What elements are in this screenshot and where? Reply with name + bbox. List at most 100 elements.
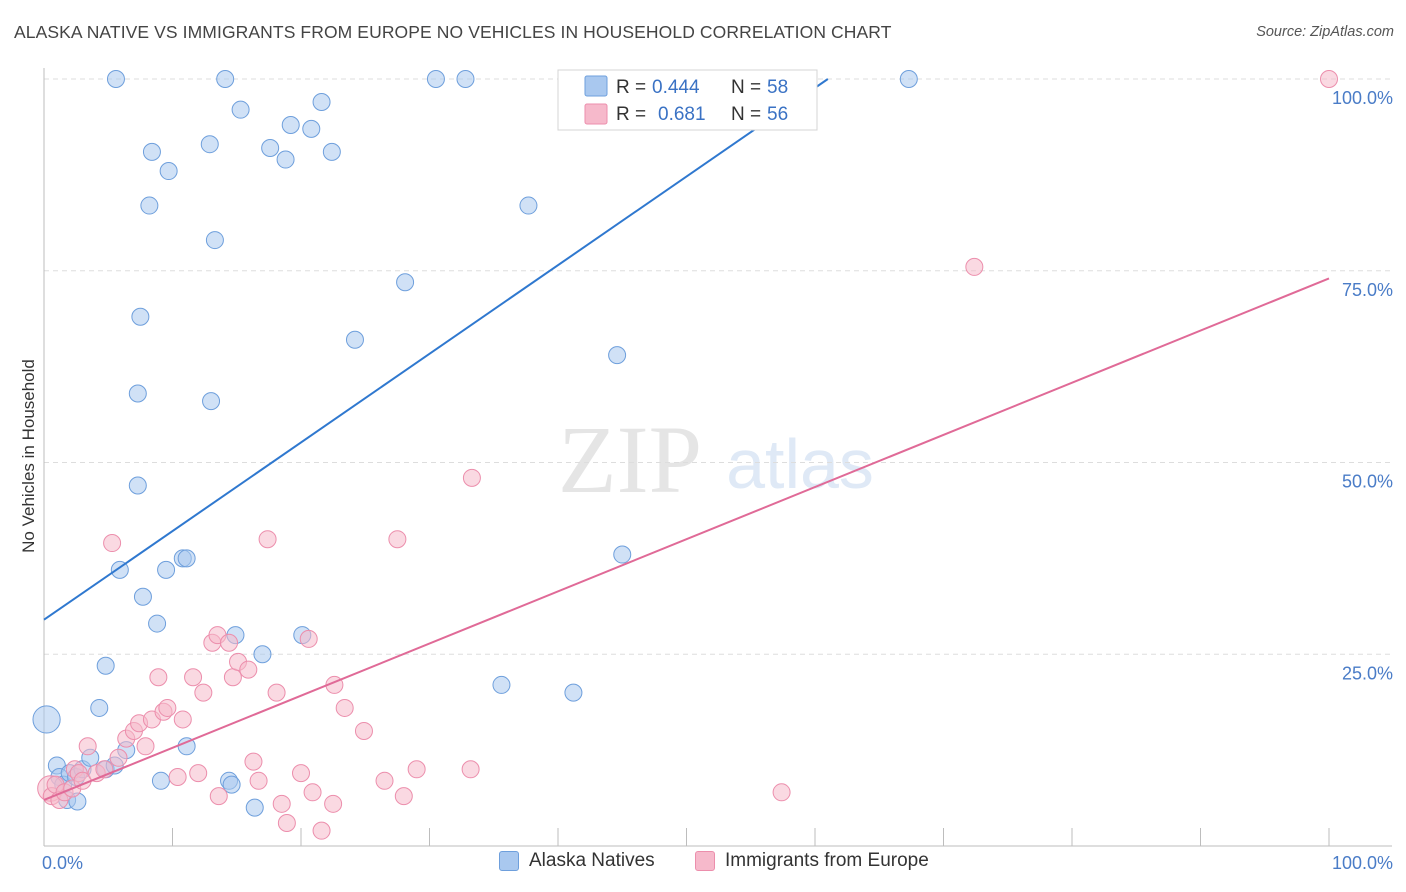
- point-alaska-native: [32, 705, 61, 734]
- point-immigrant-from-europe: [258, 530, 277, 549]
- point-immigrant-from-europe: [209, 787, 228, 806]
- point-alaska-native: [142, 142, 161, 161]
- point-immigrant-from-europe: [136, 737, 155, 756]
- legend-n-value: 58: [767, 77, 788, 98]
- point-alaska-native: [140, 196, 159, 215]
- point-immigrant-from-europe: [272, 794, 291, 813]
- y-tick-label: 25.0%: [1342, 663, 1393, 683]
- legend-n-label: N =: [731, 77, 761, 98]
- point-alaska-native: [202, 392, 221, 411]
- point-alaska-native: [90, 698, 109, 717]
- point-immigrant-from-europe: [109, 748, 128, 767]
- point-immigrant-from-europe: [194, 683, 213, 702]
- trend-line: [43, 277, 1330, 801]
- point-alaska-native: [231, 100, 250, 119]
- point-alaska-native: [205, 231, 224, 250]
- point-alaska-native: [564, 683, 583, 702]
- legend-n-label: N =: [731, 104, 761, 125]
- point-immigrant-from-europe: [965, 257, 984, 276]
- point-immigrant-from-europe: [299, 629, 318, 648]
- point-alaska-native: [253, 645, 272, 664]
- point-immigrant-from-europe: [324, 794, 343, 813]
- point-alaska-native: [613, 545, 632, 564]
- legend-r-label: R =: [616, 104, 646, 125]
- legend-r-value: 0.681: [658, 104, 706, 125]
- point-immigrant-from-europe: [158, 698, 177, 717]
- point-immigrant-from-europe: [303, 783, 322, 802]
- legend-swatch-blue: [584, 75, 608, 97]
- watermark-atlas: atlas: [726, 425, 874, 503]
- point-immigrant-from-europe: [239, 660, 258, 679]
- point-alaska-native: [151, 771, 170, 790]
- point-immigrant-from-europe: [220, 633, 239, 652]
- point-alaska-native: [157, 560, 176, 579]
- point-immigrant-from-europe: [407, 760, 426, 779]
- point-alaska-native: [519, 196, 538, 215]
- point-alaska-native: [177, 549, 196, 568]
- point-immigrant-from-europe: [335, 698, 354, 717]
- point-alaska-native: [96, 656, 115, 675]
- legend-label: Immigrants from Europe: [725, 850, 929, 871]
- point-alaska-native: [302, 119, 321, 138]
- point-alaska-native: [216, 70, 235, 88]
- point-alaska-native: [245, 798, 264, 817]
- legend-swatch-pink: [584, 103, 608, 125]
- point-alaska-native: [426, 70, 445, 88]
- x-tick-label: 0.0%: [42, 853, 83, 873]
- point-immigrant-from-europe: [223, 668, 242, 687]
- point-immigrant-from-europe: [103, 534, 122, 553]
- point-immigrant-from-europe: [461, 760, 480, 779]
- chart-title: ALASKA NATIVE VS IMMIGRANTS FROM EUROPE …: [14, 22, 892, 42]
- series-immigrants-from-europe: [37, 70, 1338, 840]
- legend-label: Alaska Natives: [529, 850, 655, 871]
- point-immigrant-from-europe: [249, 771, 268, 790]
- point-immigrant-from-europe: [184, 668, 203, 687]
- y-axis-label: No Vehicles in Household: [19, 359, 38, 553]
- y-tick-label: 100.0%: [1332, 88, 1393, 108]
- point-immigrant-from-europe: [375, 771, 394, 790]
- point-alaska-native: [899, 70, 918, 88]
- point-alaska-native: [222, 775, 241, 794]
- legend-item-immigrants-from-europe: Immigrants from Europe: [695, 850, 929, 872]
- point-alaska-native: [106, 70, 125, 88]
- y-tick-label: 50.0%: [1342, 472, 1393, 492]
- point-alaska-native: [396, 273, 415, 292]
- legend-item-alaska-natives: Alaska Natives: [499, 850, 655, 872]
- point-immigrant-from-europe: [394, 787, 413, 806]
- point-alaska-native: [128, 384, 147, 403]
- point-immigrant-from-europe: [292, 764, 310, 783]
- point-alaska-native: [131, 307, 150, 326]
- point-alaska-native: [133, 587, 152, 606]
- point-immigrant-from-europe: [244, 752, 263, 771]
- legend-n-value: 56: [767, 104, 788, 125]
- watermark-zip: ZIP: [558, 406, 702, 513]
- legend-bottom: Alaska Natives Immigrants from Europe: [0, 850, 1406, 880]
- point-alaska-native: [148, 614, 167, 633]
- x-tick-label: 100.0%: [1332, 853, 1393, 873]
- point-immigrant-from-europe: [772, 783, 791, 802]
- point-alaska-native: [128, 476, 147, 495]
- legend-r-label: R =: [616, 77, 646, 98]
- legend-swatch-blue: [499, 851, 519, 871]
- point-alaska-native: [345, 330, 364, 349]
- point-alaska-native: [276, 150, 295, 169]
- point-immigrant-from-europe: [173, 710, 192, 729]
- point-alaska-native: [456, 70, 475, 88]
- point-immigrant-from-europe: [277, 813, 296, 832]
- point-immigrant-from-europe: [1320, 70, 1338, 88]
- point-immigrant-from-europe: [462, 468, 481, 487]
- point-immigrant-from-europe: [312, 821, 331, 840]
- trend-lines: [43, 78, 1330, 801]
- point-immigrant-from-europe: [189, 764, 208, 783]
- point-immigrant-from-europe: [78, 737, 97, 756]
- tick-labels: 25.0% 50.0% 75.0% 100.0% 0.0% 100.0%: [42, 88, 1393, 873]
- legend-r-value: 0.444: [652, 77, 700, 98]
- point-immigrant-from-europe: [388, 530, 407, 549]
- point-immigrant-from-europe: [149, 668, 168, 687]
- point-alaska-native: [608, 346, 627, 365]
- point-alaska-native: [281, 116, 300, 135]
- legend-top: R = 0.444 N = 58 R = 0.681 N = 56: [557, 69, 818, 131]
- point-alaska-native: [200, 135, 219, 154]
- point-alaska-native: [159, 162, 178, 181]
